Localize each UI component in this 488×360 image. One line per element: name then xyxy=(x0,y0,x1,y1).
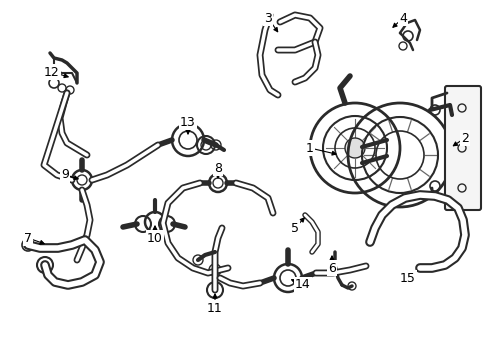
Text: 8: 8 xyxy=(214,162,222,175)
Circle shape xyxy=(345,138,364,158)
Text: 7: 7 xyxy=(24,231,32,244)
Text: 12: 12 xyxy=(44,66,60,78)
Text: 2: 2 xyxy=(460,131,468,144)
Text: 13: 13 xyxy=(180,116,196,129)
Text: 15: 15 xyxy=(399,271,415,284)
Text: 11: 11 xyxy=(207,302,223,315)
Text: 10: 10 xyxy=(147,231,163,244)
Text: 1: 1 xyxy=(305,141,313,154)
FancyBboxPatch shape xyxy=(444,86,480,210)
Text: 5: 5 xyxy=(290,221,298,234)
Text: 3: 3 xyxy=(264,12,271,24)
Text: 4: 4 xyxy=(398,12,406,24)
Text: 6: 6 xyxy=(327,261,335,274)
Text: 9: 9 xyxy=(61,168,69,181)
Text: 14: 14 xyxy=(295,279,310,292)
